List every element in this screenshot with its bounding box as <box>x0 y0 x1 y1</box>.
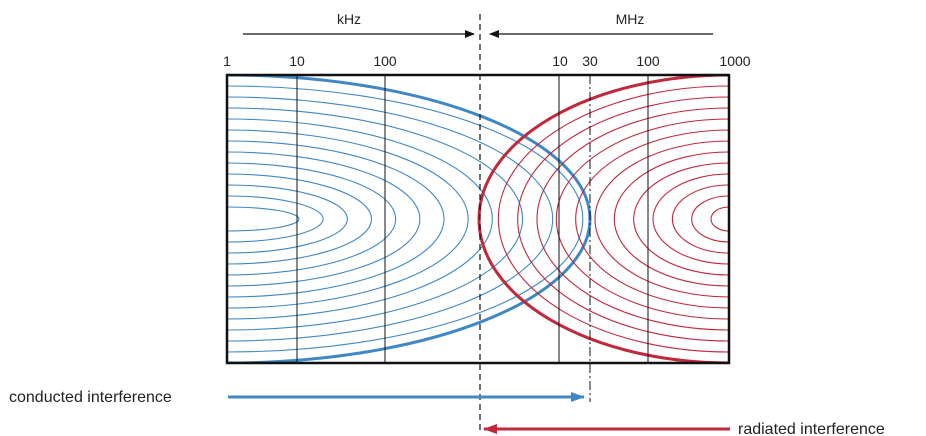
radiated-contour-1 <box>691 195 729 243</box>
diagram-frame <box>225 73 731 365</box>
frequency-grid-lines <box>296 75 649 363</box>
tick-label-0: 1 <box>223 53 231 69</box>
tick-label-6: 1000 <box>719 53 750 69</box>
conducted-contour-0 <box>227 206 300 232</box>
frequency-tick-labels: 1 10 100 10 30 100 1000 <box>223 53 751 69</box>
tick-label-4: 30 <box>582 53 598 69</box>
radiated-contour-7 <box>575 129 729 309</box>
radiated-contour-11 <box>497 85 729 353</box>
radiated-contour-10 <box>517 96 729 342</box>
conducted-contour-8 <box>227 118 493 320</box>
radiated-contours <box>477 75 729 363</box>
radiated-contour-6 <box>594 140 729 298</box>
radiated-contour-0 <box>710 206 729 232</box>
tick-label-2: 100 <box>373 53 397 69</box>
conducted-contour-11 <box>227 85 584 353</box>
tick-label-5: 100 <box>636 53 660 69</box>
conducted-interference-label: conducted interference <box>9 389 172 406</box>
radiated-contour-9 <box>536 107 729 331</box>
radiated-contour-12 <box>477 75 729 363</box>
conducted-contour-9 <box>227 107 523 331</box>
conducted-contour-5 <box>227 151 421 287</box>
conducted-contour-4 <box>227 162 397 276</box>
conducted-contour-2 <box>227 184 348 254</box>
radiated-contour-3 <box>652 173 729 265</box>
radiated-interference-label: radiated interference <box>738 421 885 436</box>
tick-label-1: 10 <box>289 53 305 69</box>
conducted-contour-12 <box>227 75 592 363</box>
conducted-contour-6 <box>227 140 445 298</box>
conducted-contour-10 <box>227 96 554 342</box>
tick-label-3: 10 <box>552 53 568 69</box>
conducted-contours <box>227 75 592 363</box>
conducted-contour-7 <box>227 129 469 309</box>
radiated-contour-4 <box>633 162 729 276</box>
mhz-band-label: MHz <box>616 11 645 27</box>
khz-band-label: kHz <box>337 11 361 27</box>
conducted-contour-3 <box>227 173 373 265</box>
